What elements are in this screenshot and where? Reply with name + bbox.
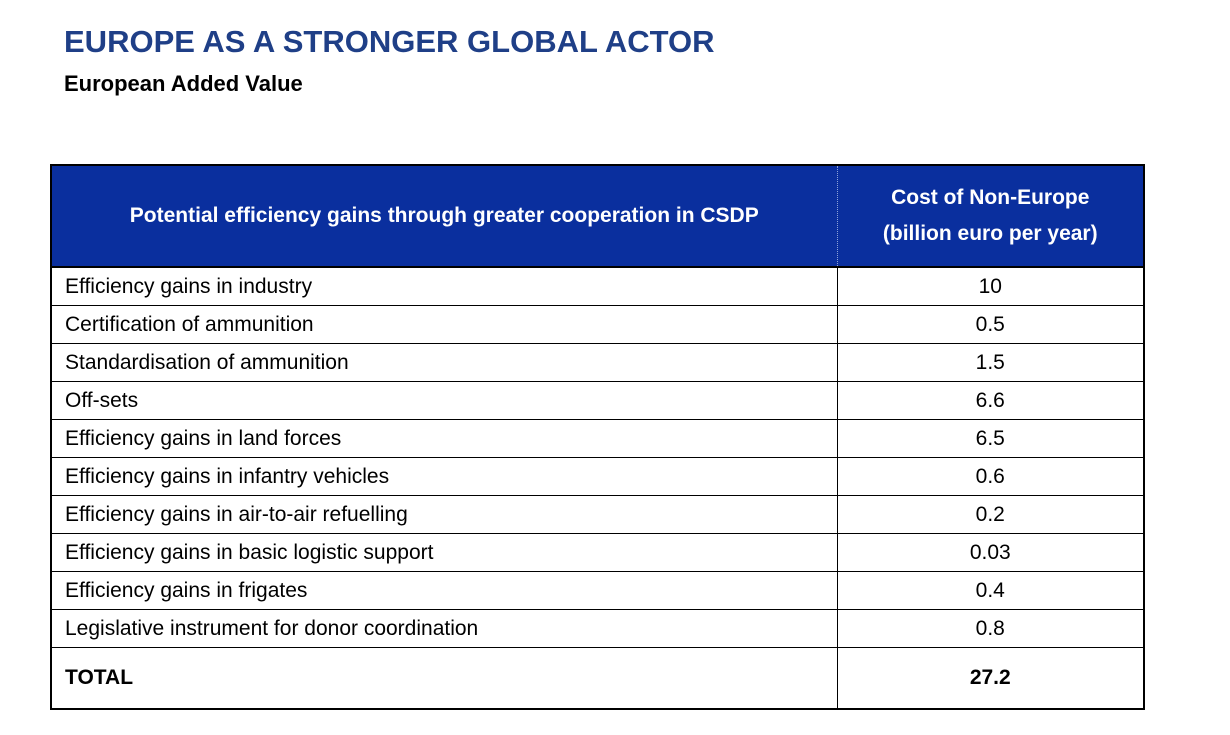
row-value: 0.4 bbox=[837, 571, 1144, 610]
total-value: 27.2 bbox=[837, 647, 1144, 709]
row-value: 6.6 bbox=[837, 381, 1144, 420]
row-label: Standardisation of ammunition bbox=[51, 343, 838, 382]
row-value: 6.5 bbox=[837, 419, 1144, 458]
row-label: Legislative instrument for donor coordin… bbox=[51, 609, 838, 648]
row-label: Efficiency gains in infantry vehicles bbox=[51, 457, 838, 496]
header-cost-unit: (billion euro per year) bbox=[882, 222, 1098, 245]
row-label: Efficiency gains in frigates bbox=[51, 571, 838, 610]
row-value: 0.8 bbox=[837, 609, 1144, 648]
table-row: Off-sets 6.6 bbox=[51, 381, 1144, 420]
total-label: TOTAL bbox=[51, 647, 838, 709]
row-label: Efficiency gains in basic logistic suppo… bbox=[51, 533, 838, 572]
table-row: Efficiency gains in air-to-air refuellin… bbox=[51, 495, 1144, 534]
page-subtitle: European Added Value bbox=[64, 71, 303, 96]
row-value: 0.6 bbox=[837, 457, 1144, 496]
row-value: 0.03 bbox=[837, 533, 1144, 572]
table-row: Legislative instrument for donor coordin… bbox=[51, 609, 1144, 648]
row-value: 0.5 bbox=[837, 305, 1144, 344]
row-label: Efficiency gains in land forces bbox=[51, 419, 838, 458]
page-title: EUROPE AS A STRONGER GLOBAL ACTOR bbox=[64, 24, 715, 59]
row-label: Efficiency gains in air-to-air refuellin… bbox=[51, 495, 838, 534]
header-cost-title: Cost of Non-Europe bbox=[891, 186, 1090, 209]
row-value: 10 bbox=[837, 267, 1144, 306]
table-header-row: Potential efficiency gains through great… bbox=[51, 165, 1144, 268]
row-value: 0.2 bbox=[837, 495, 1144, 534]
table-row: Standardisation of ammunition 1.5 bbox=[51, 343, 1144, 382]
table-row: Efficiency gains in infantry vehicles 0.… bbox=[51, 457, 1144, 496]
table-row: Efficiency gains in frigates 0.4 bbox=[51, 571, 1144, 610]
row-label: Off-sets bbox=[51, 381, 838, 420]
header-efficiency-gains: Potential efficiency gains through great… bbox=[51, 165, 838, 268]
cost-of-non-europe-table: Potential efficiency gains through great… bbox=[50, 164, 1145, 710]
total-row: TOTAL 27.2 bbox=[51, 647, 1144, 709]
table-row: Certification of ammunition 0.5 bbox=[51, 305, 1144, 344]
table-row: Efficiency gains in basic logistic suppo… bbox=[51, 533, 1144, 572]
row-label: Efficiency gains in industry bbox=[51, 267, 838, 306]
row-label: Certification of ammunition bbox=[51, 305, 838, 344]
row-value: 1.5 bbox=[837, 343, 1144, 382]
table-row: Efficiency gains in industry 10 bbox=[51, 267, 1144, 306]
header-cost-of-non-europe: Cost of Non-Europe (billion euro per yea… bbox=[837, 165, 1144, 268]
table-row: Efficiency gains in land forces 6.5 bbox=[51, 419, 1144, 458]
